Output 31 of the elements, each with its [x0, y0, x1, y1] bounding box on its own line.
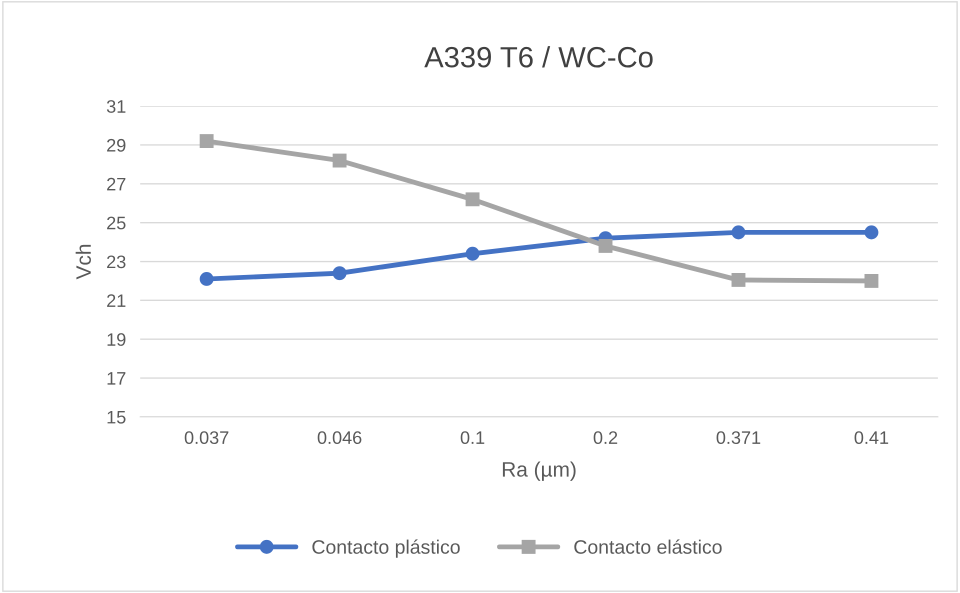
x-tick-label: 0.037 [184, 431, 228, 444]
point [864, 225, 878, 240]
y-tick-label: 21 [107, 294, 126, 307]
x-tick-label: 0.371 [716, 431, 760, 444]
point [598, 239, 612, 253]
point [200, 134, 214, 148]
x-tick-label: 0.046 [318, 431, 362, 444]
point [332, 154, 347, 168]
point [466, 246, 480, 261]
legend-label: Contacto elástico [574, 539, 722, 554]
x-tick-label: 0.2 [594, 431, 618, 444]
point [466, 192, 480, 206]
point [732, 273, 746, 287]
y-tick-label: 25 [107, 216, 126, 230]
y-tick-label: 17 [108, 372, 126, 385]
point [332, 266, 347, 280]
y-tick-label: 29 [107, 138, 126, 152]
y-tick-label: 27 [107, 178, 126, 190]
point [732, 225, 746, 240]
point [200, 272, 214, 286]
chart-title: A339 T6 / WC-Co [424, 46, 653, 68]
y-axis-title: Vch [76, 244, 91, 280]
y-tick-label: 15 [108, 411, 126, 424]
y-tick-label: 31 [106, 100, 126, 113]
x-tick-label: 0.41 [854, 431, 888, 444]
x-tick-label: 0.1 [460, 431, 484, 444]
legend-label: Contacto plástico [312, 539, 460, 558]
x-axis-title: Ra (µm) [502, 461, 576, 481]
point [864, 274, 878, 288]
y-tick-label: 19 [108, 333, 126, 346]
y-tick-label: 23 [107, 255, 126, 268]
